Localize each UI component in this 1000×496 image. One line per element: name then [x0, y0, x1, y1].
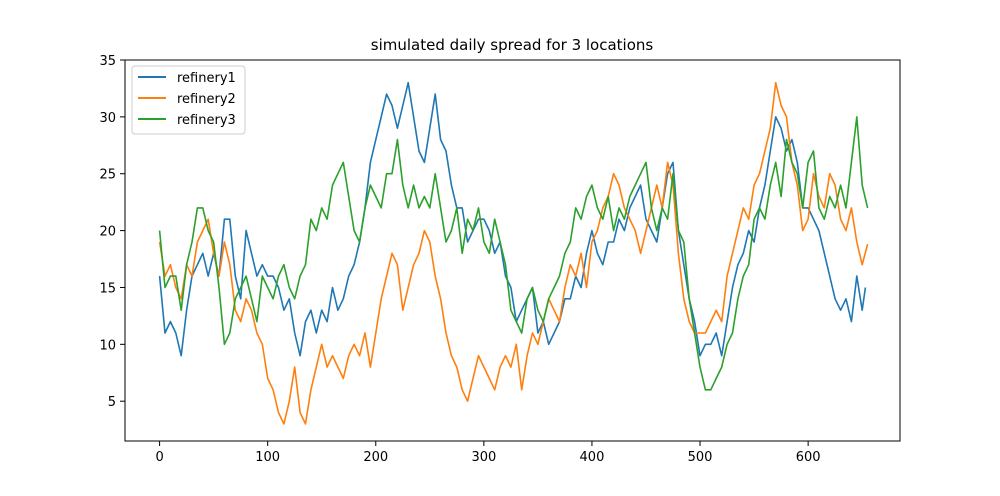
y-tick-label: 10: [99, 338, 116, 353]
y-tick-label: 25: [99, 168, 116, 183]
series-line-refinery1: [158, 81, 867, 357]
ticks-layer: 0 100 200 300 400 500 600 5 10 15 20 25 30 35: [99, 54, 820, 465]
x-tick-label: 300: [471, 450, 496, 465]
y-tick-label: 15: [99, 281, 116, 296]
legend-label-refinery1: refinery1: [177, 71, 236, 86]
x-tick-label: 200: [363, 450, 388, 465]
series-line-refinery2: [158, 81, 869, 425]
legend-label-refinery2: refinery2: [177, 92, 236, 107]
x-tick-label: 0: [155, 450, 163, 465]
chart-title: simulated daily spread for 3 locations: [371, 36, 654, 54]
series-layer: [158, 81, 869, 425]
series-line-refinery3: [158, 116, 869, 391]
x-tick-label: 400: [580, 450, 605, 465]
x-tick-label: 500: [688, 450, 713, 465]
plot-area-frame: [124, 59, 901, 442]
y-tick-label: 20: [99, 225, 116, 240]
x-tick-label: 600: [796, 450, 821, 465]
legend: refinery1 refinery2 refinery3: [131, 65, 246, 135]
y-tick-label: 30: [99, 111, 116, 126]
legend-label-refinery3: refinery3: [177, 113, 236, 128]
legend-box: [131, 65, 246, 135]
y-tick-label: 35: [99, 54, 116, 69]
x-tick-label: 100: [255, 450, 280, 465]
y-tick-label: 5: [108, 395, 116, 410]
